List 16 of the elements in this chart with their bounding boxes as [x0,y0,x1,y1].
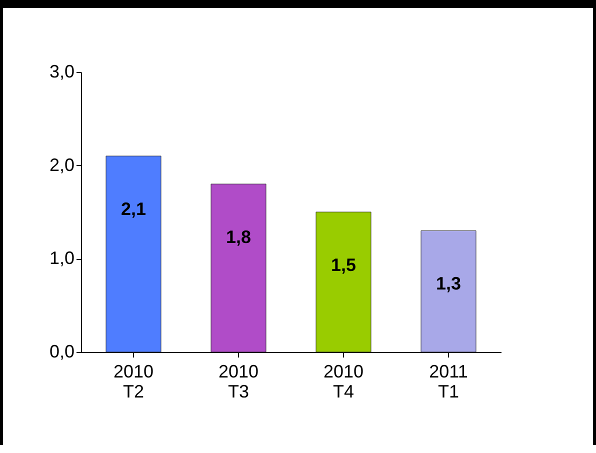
data-label: 1,5 [330,255,356,275]
data-label: 1,3 [436,274,462,294]
y-tick-label: 1,0 [49,248,74,268]
data-label: 2,1 [120,199,146,219]
bar [210,184,266,352]
x-tick-label: 2010 T3 [218,362,259,402]
y-tick-label: 0,0 [49,342,74,362]
y-tick-label: 3,0 [49,62,74,82]
bar [420,230,476,352]
bar [106,156,162,352]
x-tick-label: 2011 T1 [429,362,468,402]
y-tick-label: 2,0 [49,154,74,175]
x-tick-label: 2010 T2 [113,362,154,402]
x-tick-label: 2010 T4 [323,362,364,402]
bar [316,212,372,352]
data-label: 1,8 [226,227,252,247]
